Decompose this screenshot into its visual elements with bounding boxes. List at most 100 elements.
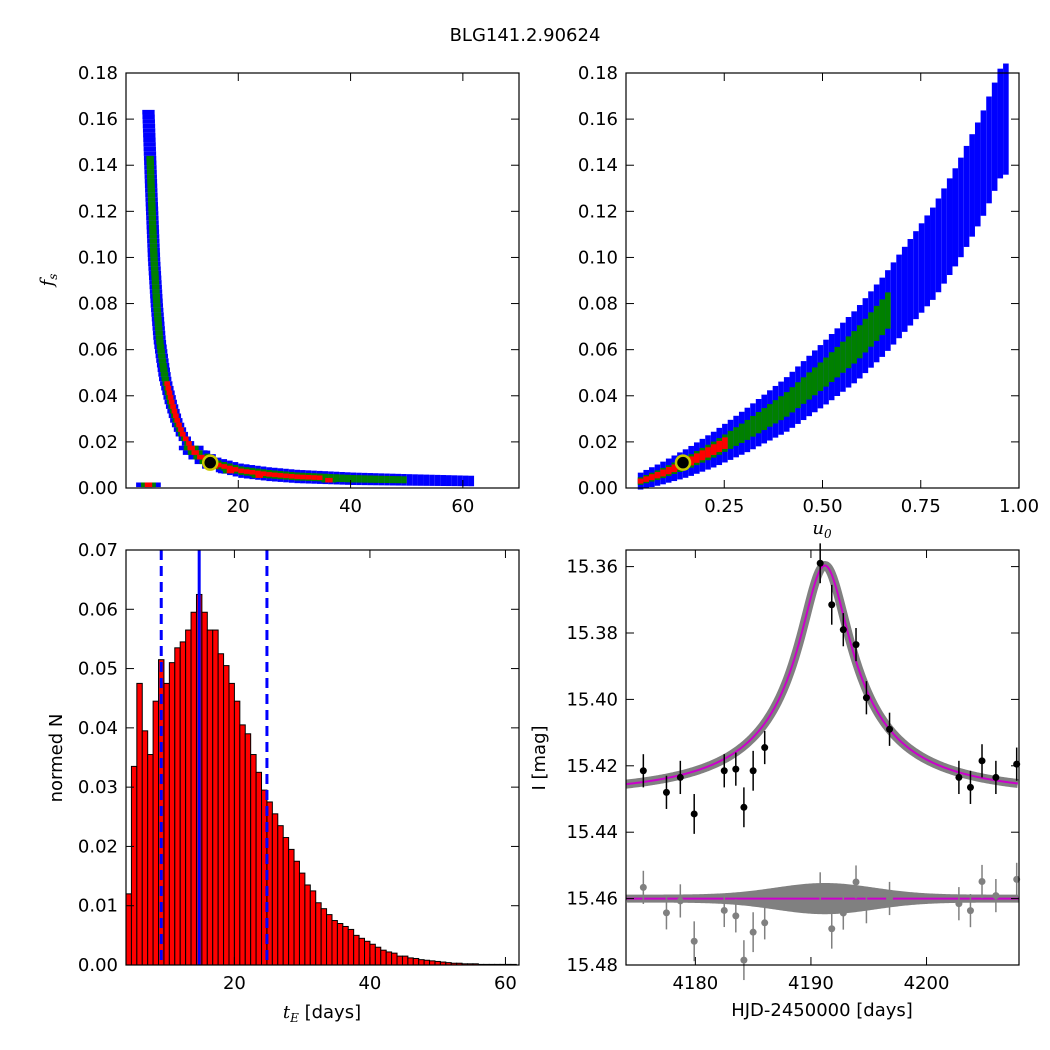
- contour-inner-cell: [300, 474, 306, 480]
- contour-mid-cell: [778, 396, 784, 421]
- y-tick-label: 0.07: [78, 540, 118, 561]
- contour-inner-cell: [671, 464, 678, 473]
- contour-mid-cell: [727, 430, 734, 449]
- contour-mid-cell: [148, 211, 156, 216]
- contour-mid-cell: [146, 169, 155, 175]
- data-point: [839, 626, 847, 634]
- contour-mid-cell: [155, 326, 163, 331]
- contour-outer-cell: [997, 68, 1004, 179]
- contour-inner-cell: [705, 447, 711, 458]
- y-tick-label: 0.02: [78, 432, 118, 453]
- contour-inner-cell: [637, 478, 644, 484]
- contour-mid-cell: [148, 206, 156, 212]
- contour-outer-cell: [924, 215, 931, 307]
- data-point: [639, 767, 647, 775]
- residual-point: [749, 928, 757, 936]
- contour-mid-cell: [155, 330, 163, 336]
- y-tick-label: 0.00: [78, 478, 118, 499]
- contour-outer-cell: [143, 146, 156, 152]
- contour-inner-cell: [722, 437, 728, 449]
- x-tick-label: 4190: [788, 973, 834, 994]
- histogram-bar: [347, 928, 355, 966]
- y-tick-label: 0.12: [578, 201, 618, 222]
- contour-inner-cell: [283, 473, 289, 479]
- contour-mid-cell: [328, 474, 334, 482]
- x-tick-label: 4200: [904, 973, 950, 994]
- contour-outer-cell: [142, 119, 155, 124]
- contour-mid-cell: [389, 476, 396, 484]
- residual-point: [955, 900, 963, 908]
- histogram-bar: [358, 937, 366, 966]
- contour-mid-cell: [148, 220, 157, 225]
- contour-inner-cell: [191, 450, 199, 455]
- contour-outer-cell: [462, 475, 469, 487]
- contour-mid-cell: [157, 349, 165, 354]
- contour-mid-cell: [152, 293, 160, 299]
- data-point: [761, 744, 769, 752]
- contour-outer-cell: [952, 168, 959, 267]
- plot-area: [637, 63, 1009, 490]
- contour-outer-cell: [429, 474, 435, 486]
- contour-mid-cell: [146, 165, 155, 170]
- histogram-bar: [326, 914, 333, 966]
- histogram-bar: [179, 641, 187, 966]
- contour-inner-cell: [294, 474, 301, 480]
- contour-inner-cell: [226, 468, 235, 474]
- contour-mid-cell: [150, 266, 159, 271]
- contour-mid-cell: [151, 275, 159, 281]
- contour-mid-cell: [378, 475, 385, 483]
- histogram-bar: [309, 890, 317, 966]
- contour-mid-cell: [401, 476, 407, 484]
- histogram-bar: [239, 724, 246, 966]
- x-tick-label: 20: [223, 973, 246, 994]
- histogram-bar: [190, 611, 197, 966]
- histogram-bar: [418, 959, 425, 966]
- contour-mid-cell: [845, 336, 852, 369]
- contour-inner-cell: [716, 440, 723, 453]
- contour-inner-cell: [179, 431, 186, 437]
- contour-outer-cell: [958, 157, 964, 258]
- contour-mid-cell: [828, 352, 835, 383]
- y-tick-label: 0.06: [78, 599, 118, 620]
- y-axis-label: I [mag]: [529, 725, 550, 790]
- contour-mid-cell: [333, 474, 340, 482]
- contour-mid-cell: [812, 367, 818, 396]
- contour-outer-cell: [143, 137, 156, 143]
- contour-mid-cell: [148, 215, 157, 221]
- contour-outer-cell: [451, 475, 458, 487]
- histogram-bar: [320, 908, 328, 966]
- residual-point: [676, 897, 684, 905]
- contour-mid-cell: [322, 473, 329, 482]
- contour-outer-cell: [930, 207, 936, 300]
- contour-mid-cell: [868, 312, 874, 347]
- histogram-bar: [244, 733, 252, 966]
- y-tick-label: 0.08: [78, 294, 118, 315]
- contour-mid-cell: [767, 404, 773, 427]
- contour-outer-cell: [457, 475, 463, 487]
- histogram-bar: [412, 957, 420, 966]
- contour-mid-cell: [361, 475, 368, 483]
- y-axis-label: normed N: [46, 714, 67, 803]
- x-tick-label: 20: [227, 496, 250, 517]
- contour-outer-cell: [986, 96, 992, 204]
- histogram-bar: [374, 946, 382, 966]
- contour-mid-cell: [150, 252, 158, 258]
- contour-mid-cell: [146, 155, 154, 161]
- y-tick-label: 0.02: [578, 432, 618, 453]
- y-tick-label: 0.18: [78, 63, 118, 84]
- contour-mid-cell: [156, 339, 164, 345]
- histogram-bar: [331, 920, 338, 966]
- contour-mid-cell: [147, 178, 155, 184]
- residual-point: [761, 919, 769, 927]
- x-tick-label: 1.00: [999, 496, 1039, 517]
- data-point: [676, 773, 684, 781]
- histogram-bar: [304, 884, 311, 966]
- contour-mid-cell: [150, 257, 158, 262]
- axis-ticks: 20 40 60 0.00 0.01 0.02 0.03 0.04 0.05 0.06 0.07: [78, 540, 519, 994]
- contour-mid-cell: [153, 312, 162, 317]
- contour-outer-cell: [417, 474, 424, 486]
- y-tick-label: 0.01: [78, 896, 118, 917]
- contour-outer-cell: [468, 475, 475, 487]
- contour-outer-cell: [991, 82, 998, 191]
- residual-point: [690, 937, 698, 945]
